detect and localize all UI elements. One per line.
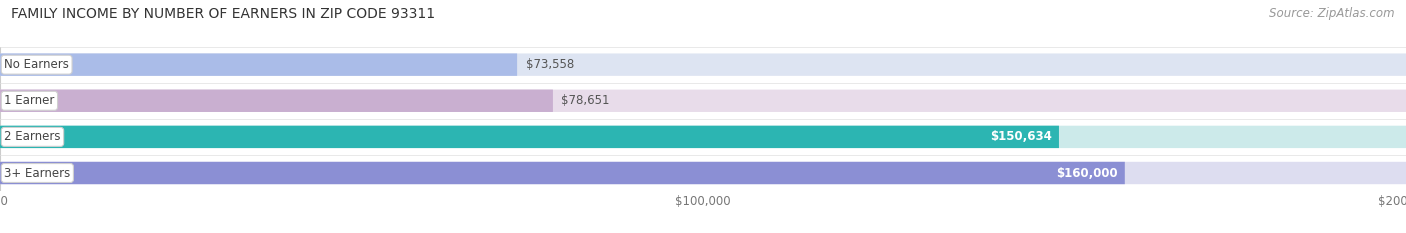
Text: $150,634: $150,634 bbox=[990, 130, 1052, 143]
Text: 1 Earner: 1 Earner bbox=[4, 94, 55, 107]
Text: $73,558: $73,558 bbox=[526, 58, 574, 71]
FancyBboxPatch shape bbox=[0, 162, 1125, 184]
FancyBboxPatch shape bbox=[0, 162, 1406, 184]
FancyBboxPatch shape bbox=[0, 89, 1406, 112]
FancyBboxPatch shape bbox=[0, 53, 517, 76]
FancyBboxPatch shape bbox=[0, 126, 1406, 148]
Text: $78,651: $78,651 bbox=[561, 94, 610, 107]
FancyBboxPatch shape bbox=[0, 126, 1059, 148]
FancyBboxPatch shape bbox=[0, 53, 1406, 76]
Text: FAMILY INCOME BY NUMBER OF EARNERS IN ZIP CODE 93311: FAMILY INCOME BY NUMBER OF EARNERS IN ZI… bbox=[11, 7, 436, 21]
Text: No Earners: No Earners bbox=[4, 58, 69, 71]
Text: $160,000: $160,000 bbox=[1056, 167, 1118, 179]
Text: 2 Earners: 2 Earners bbox=[4, 130, 60, 143]
Text: 3+ Earners: 3+ Earners bbox=[4, 167, 70, 179]
FancyBboxPatch shape bbox=[0, 89, 553, 112]
Text: Source: ZipAtlas.com: Source: ZipAtlas.com bbox=[1270, 7, 1395, 20]
